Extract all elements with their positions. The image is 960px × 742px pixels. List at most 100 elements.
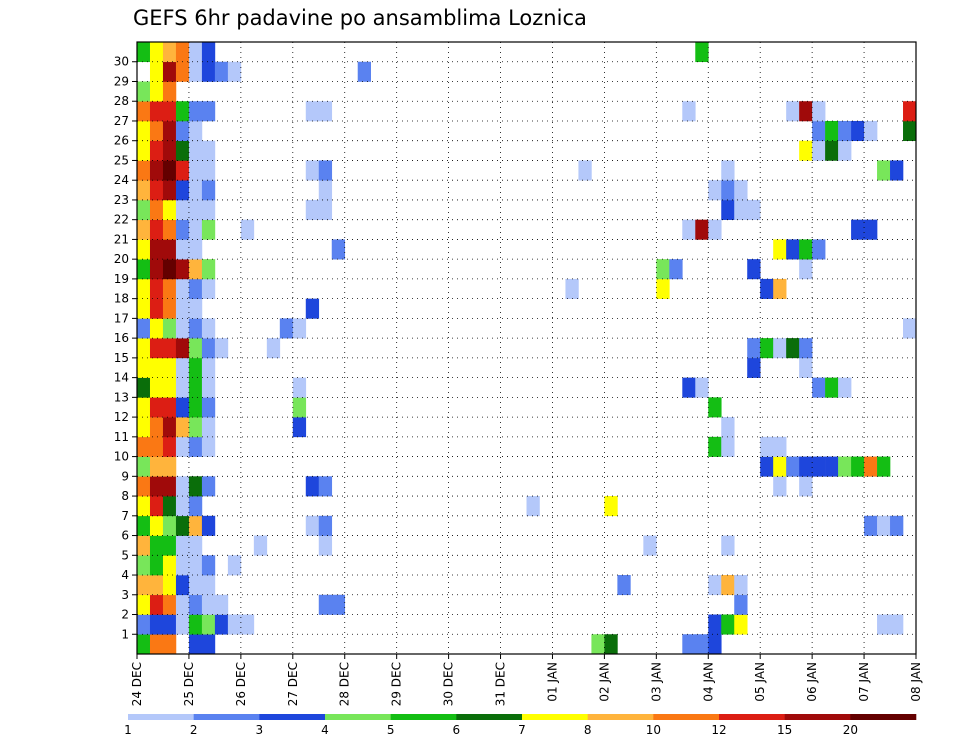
precip-cell <box>201 377 216 398</box>
y-tick-label: 19 <box>114 272 129 286</box>
precip-cell <box>227 614 242 635</box>
precip-cell <box>137 417 151 438</box>
precip-cell <box>799 239 813 260</box>
precip-cell <box>240 614 255 635</box>
precip-cell <box>292 318 307 339</box>
precip-cell <box>188 476 203 497</box>
precip-cell <box>786 338 800 359</box>
y-tick-label: 6 <box>121 529 129 543</box>
precip-cell <box>201 101 216 122</box>
precip-cell <box>149 160 164 181</box>
precip-cell <box>331 239 346 260</box>
precip-cell <box>799 357 813 378</box>
precip-cell <box>162 219 177 240</box>
precip-cell <box>201 555 216 576</box>
precip-cell <box>201 436 216 457</box>
y-tick-label: 20 <box>114 252 129 266</box>
precip-cell <box>162 456 177 477</box>
precip-cell <box>137 515 151 536</box>
precip-cell <box>877 456 891 477</box>
y-tick-label: 14 <box>114 371 129 385</box>
precip-cell <box>201 219 216 240</box>
precip-cell <box>188 318 203 339</box>
precip-cell <box>682 634 696 655</box>
precip-cell <box>175 397 190 418</box>
precip-cell <box>201 180 216 201</box>
precip-cell <box>162 417 177 438</box>
precip-cell <box>188 417 203 438</box>
precip-cell <box>825 140 839 161</box>
precip-cell <box>721 417 735 438</box>
precip-cell <box>734 594 748 615</box>
precip-cell <box>812 377 826 398</box>
precip-cell <box>201 199 216 220</box>
precip-cell <box>175 318 190 339</box>
precip-cell <box>188 555 203 576</box>
precip-cell <box>812 456 826 477</box>
precip-cell <box>760 456 774 477</box>
precip-cell <box>162 318 177 339</box>
x-tick-label: 29 DEC <box>390 662 404 706</box>
precip-cell <box>175 259 190 280</box>
precip-cell <box>175 140 190 161</box>
precip-cell <box>201 61 216 82</box>
precip-cell <box>175 278 190 299</box>
precip-cell <box>149 535 164 556</box>
precip-cell <box>838 140 852 161</box>
x-tick-label: 26 DEC <box>234 662 248 706</box>
precip-cell <box>149 219 164 240</box>
precip-cell <box>890 515 904 536</box>
x-tick-label: 01 JAN <box>545 662 559 702</box>
precip-cell <box>201 575 216 596</box>
precip-cell <box>318 515 333 536</box>
precip-cell <box>175 575 190 596</box>
precip-cell <box>149 555 164 576</box>
precip-cell <box>188 594 203 615</box>
precip-cell <box>149 318 164 339</box>
precip-cell <box>175 614 190 635</box>
precip-cell <box>812 140 826 161</box>
precip-cell <box>162 338 177 359</box>
x-tick-label: 06 JAN <box>805 662 819 702</box>
precip-cell <box>188 397 203 418</box>
precip-cell <box>175 298 190 319</box>
precip-cell <box>214 614 229 635</box>
colorbar-segment <box>784 714 851 720</box>
precip-cell <box>305 476 320 497</box>
colorbar-label: 1 <box>124 723 132 737</box>
precip-cell <box>214 338 229 359</box>
precip-cell <box>708 397 722 418</box>
precip-cell <box>137 101 151 122</box>
precip-cell <box>708 575 722 596</box>
precip-cell <box>747 357 761 378</box>
colorbar-label: 10 <box>646 723 661 737</box>
precip-cell <box>149 436 164 457</box>
precip-cell <box>773 476 787 497</box>
precip-cell <box>149 357 164 378</box>
precip-cell <box>162 476 177 497</box>
precip-cell <box>825 120 839 142</box>
precip-cell <box>201 338 216 359</box>
precip-cell <box>188 180 203 201</box>
precip-cell <box>188 377 203 398</box>
precip-cell <box>201 160 216 181</box>
precip-cell <box>227 61 242 82</box>
precip-cell <box>201 515 216 536</box>
plot-frame <box>136 41 917 655</box>
precip-cell <box>721 199 735 220</box>
precip-cell <box>149 614 164 635</box>
precip-cell <box>162 634 177 655</box>
precip-cell <box>188 259 203 280</box>
precip-cell <box>137 81 151 102</box>
x-tick-label: 07 JAN <box>857 662 871 702</box>
precip-cell <box>721 575 735 596</box>
precip-cell <box>188 436 203 457</box>
precip-cell <box>656 259 670 280</box>
precip-cell <box>149 61 164 82</box>
precip-cell <box>149 278 164 299</box>
precip-cell <box>149 101 164 122</box>
precip-cell <box>292 397 307 418</box>
precip-cell <box>747 338 761 359</box>
precip-cell <box>137 496 151 517</box>
x-tick-label: 25 DEC <box>182 662 196 706</box>
